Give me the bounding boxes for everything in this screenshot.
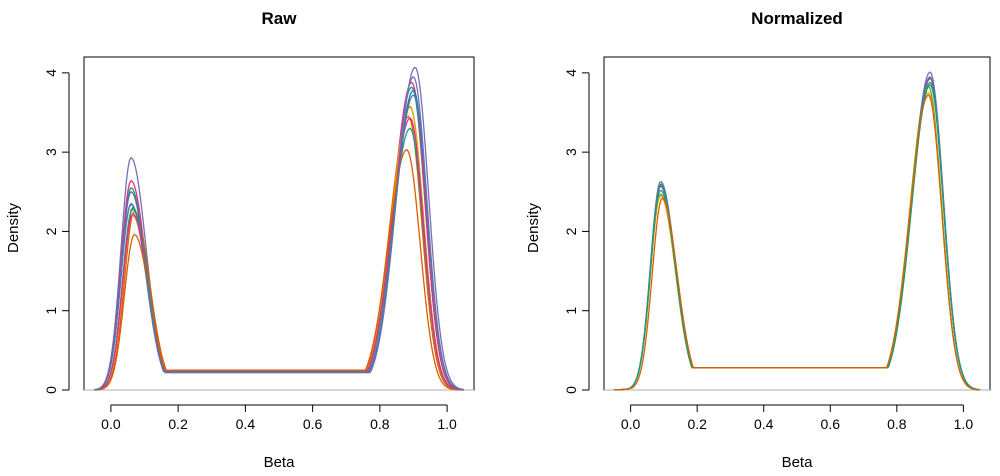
x-tick-label: 0.0 [101,416,121,432]
density-series-line [94,117,464,391]
y-tick-label: 0 [563,386,579,394]
density-series-line [94,115,464,391]
x-axis-label: Beta [782,454,814,471]
chart-title: Raw [262,9,298,28]
density-series-line [613,91,981,391]
y-tick-label: 3 [563,148,579,156]
density-series-line [94,76,464,391]
x-tick-label: 0.4 [236,416,256,432]
density-series-line [613,77,981,391]
chart-raw: Raw 0.0 0.2 0.4 0.6 0.8 1.0 0 1 2 3 4 Beta Densit… [5,9,475,471]
y-tick-label: 0 [43,386,59,394]
density-series-line [613,81,981,391]
x-tick-label: 0.4 [754,416,774,432]
y-tick-label: 3 [43,148,59,156]
y-tick-label: 4 [43,69,59,77]
density-series-line [94,105,464,391]
density-series-line [613,85,981,391]
density-series-line [94,106,464,391]
density-series-line [613,71,981,391]
density-series-line [94,148,464,391]
x-axis-label: Beta [264,454,296,471]
x-tick-label: 0.2 [687,416,707,432]
x-tick-label: 0.6 [303,416,323,432]
density-series-line [94,81,464,391]
x-tick-label: 1.0 [954,416,974,432]
x-tick-label: 0.6 [821,416,841,432]
y-tick-label: 2 [43,227,59,235]
y-tick-label: 1 [563,307,579,315]
density-series-line [94,127,464,391]
y-tick-label: 4 [563,69,579,77]
density-series-line [94,89,464,391]
plot-frame [83,56,475,391]
x-tick-label: 0.8 [887,416,907,432]
density-series-line [94,86,464,391]
x-tick-label: 0.2 [168,416,188,432]
density-series-line [613,83,981,391]
y-tick-label: 1 [43,307,59,315]
density-series-line [613,76,981,391]
chart-normalized: Normalized 0.0 0.2 0.4 0.6 0.8 1.0 0 1 2 3 4 Beta… [525,9,991,471]
y-tick-label: 2 [563,227,579,235]
chart-title: Normalized [751,9,843,28]
x-tick-label: 0.0 [621,416,641,432]
y-axis-label: Density [5,202,22,253]
x-tick-label: 0.8 [370,416,390,432]
density-series-line [94,94,464,391]
y-axis-label: Density [525,202,542,253]
density-series-line [613,94,981,391]
x-tick-label: 1.0 [437,416,457,432]
